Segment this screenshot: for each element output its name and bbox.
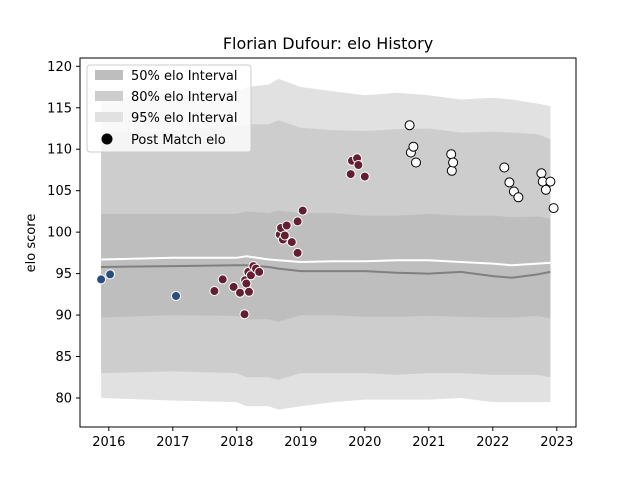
y-tick-label: 115 — [47, 101, 72, 116]
post-match-point — [411, 157, 421, 168]
post-match-point — [359, 171, 370, 182]
legend-swatch-50 — [95, 70, 123, 80]
median-elo-line — [101, 264, 551, 279]
post-match-point — [353, 160, 364, 170]
post-match-point — [292, 247, 303, 258]
post-match-point — [292, 216, 303, 227]
y-axis: 80 85 90 95 100 105 110 115 120 — [47, 60, 80, 406]
post-match-point — [448, 157, 459, 168]
legend: 50% elo Interval 80% elo Interval 95% el… — [86, 64, 252, 153]
post-match-point — [545, 176, 556, 187]
y-tick-label: 80 — [55, 391, 72, 406]
legend-marker-post-match — [101, 133, 113, 145]
post-match-point — [404, 120, 415, 131]
post-match-point — [513, 192, 524, 203]
legend-label-50: 50% elo Interval — [131, 69, 238, 84]
post-match-point — [171, 291, 181, 301]
post-match-point — [499, 162, 510, 173]
y-tick-label: 95 — [55, 267, 72, 282]
plot-frame — [79, 57, 577, 428]
x-tick-label: 2021 — [412, 435, 445, 450]
y-tick-label: 85 — [55, 350, 72, 365]
post-match-point — [540, 184, 551, 195]
y-tick-label: 100 — [47, 226, 72, 241]
post-match-point — [345, 169, 356, 180]
post-match-point — [235, 287, 245, 298]
x-tick-label: 2016 — [92, 435, 125, 450]
legend-swatch-80 — [95, 91, 123, 101]
post-match-point — [281, 220, 292, 231]
mean-elo-line — [101, 255, 551, 267]
chart-title: Florian Dufour: elo History — [223, 34, 433, 53]
post-match-point — [244, 286, 254, 297]
post-match-point — [228, 281, 239, 292]
interval-bands — [101, 78, 551, 410]
post-match-point — [286, 237, 297, 248]
post-match-point — [245, 270, 256, 281]
y-tick-label: 120 — [47, 60, 72, 75]
x-tick-label: 2017 — [156, 435, 189, 450]
post-match-point — [105, 269, 116, 280]
x-tick-label: 2018 — [220, 435, 253, 450]
legend-label-post-match: Post Match elo — [131, 133, 226, 148]
x-tick-label: 2019 — [284, 435, 317, 450]
legend-box — [86, 64, 252, 153]
legend-label-95: 95% elo Interval — [131, 111, 238, 126]
x-axis: 2016 2017 2018 2019 2020 2021 2022 2023 — [92, 427, 573, 450]
post-match-point — [239, 309, 250, 320]
trend-lines — [101, 255, 551, 279]
post-match-point — [536, 168, 547, 179]
post-match-point — [548, 203, 559, 214]
post-match-point — [217, 274, 228, 285]
x-tick-label: 2023 — [540, 435, 573, 450]
y-axis-label: elo score — [24, 214, 39, 273]
post-match-point — [408, 141, 419, 152]
post-match-point — [254, 266, 265, 277]
legend-swatch-95 — [95, 112, 123, 122]
post-match-point — [209, 286, 220, 296]
post-match-point — [446, 149, 457, 160]
post-match-point — [279, 230, 290, 241]
y-tick-label: 105 — [47, 184, 72, 199]
x-tick-label: 2020 — [348, 435, 381, 450]
post-match-point — [446, 165, 457, 176]
legend-label-80: 80% elo Interval — [131, 90, 238, 105]
post-match-point — [297, 205, 308, 216]
post-match-points — [96, 120, 559, 320]
y-tick-label: 110 — [47, 143, 72, 158]
post-match-point — [96, 274, 107, 285]
post-match-point — [504, 177, 515, 188]
post-match-point — [241, 278, 252, 289]
x-tick-label: 2022 — [476, 435, 509, 450]
y-tick-label: 90 — [55, 309, 72, 324]
